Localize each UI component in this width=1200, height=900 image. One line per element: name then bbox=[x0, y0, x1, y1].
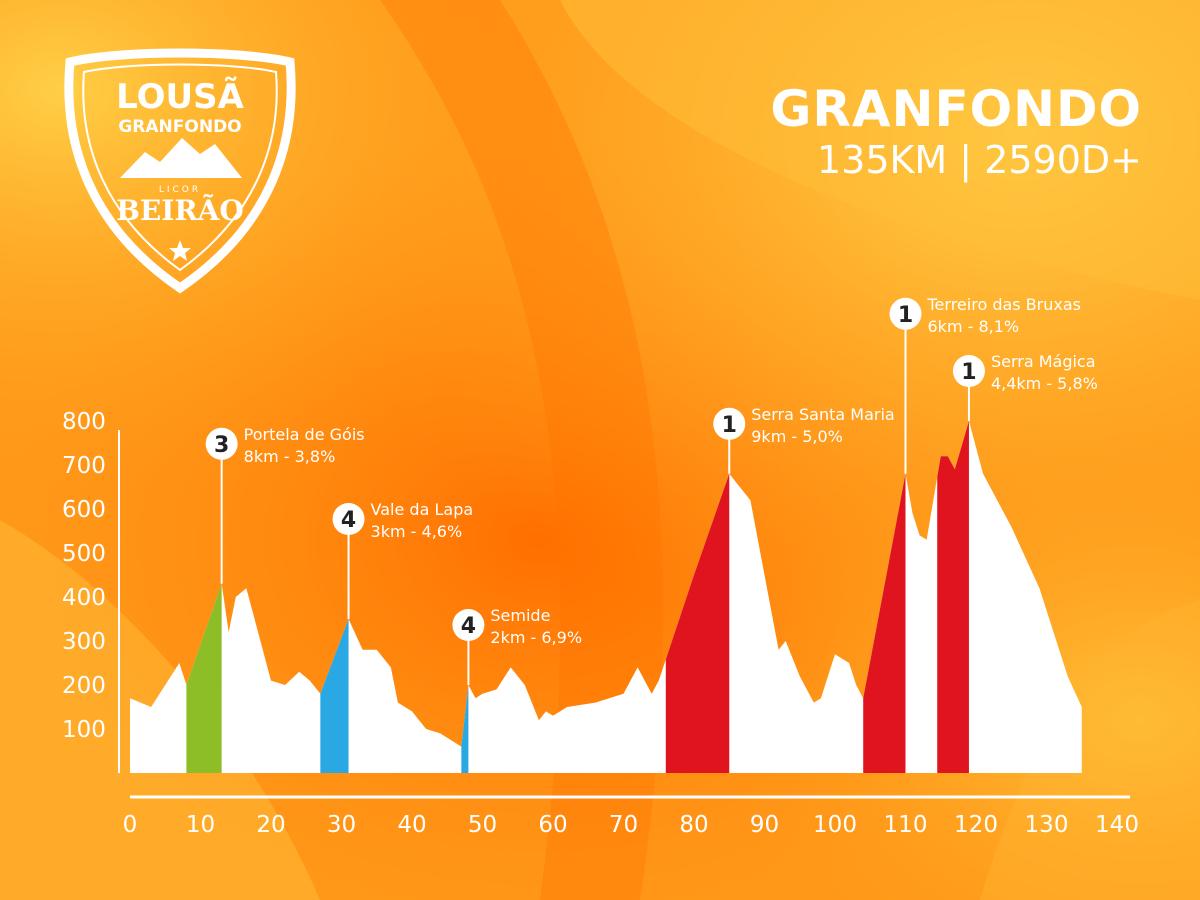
climb-stats: 2km - 6,9% bbox=[490, 628, 582, 647]
climb-fill bbox=[665, 473, 730, 773]
x-tick-label: 120 bbox=[954, 812, 998, 838]
logo-line4: BEIRÃO bbox=[116, 194, 244, 227]
climb-category-number: 1 bbox=[898, 303, 913, 328]
climb-stats: 8km - 3,8% bbox=[244, 447, 336, 466]
climb-category-badge bbox=[952, 355, 985, 387]
x-tick-label: 100 bbox=[813, 812, 857, 838]
climb-fill bbox=[937, 421, 969, 773]
profile-layer bbox=[130, 421, 1082, 773]
climb-name: Terreiro das Bruxas bbox=[927, 295, 1082, 314]
y-tick-label: 400 bbox=[62, 585, 106, 611]
climb-stats: 4,4km - 5,8% bbox=[991, 374, 1098, 393]
climb-fill bbox=[320, 619, 349, 773]
climb-name: Semide bbox=[490, 606, 550, 625]
logo-line2: GRANFONDO bbox=[118, 117, 241, 137]
climb-name: Portela de Góis bbox=[244, 425, 365, 444]
climb-stats: 3km - 4,6% bbox=[371, 522, 463, 541]
y-axis: 800 700 600 500 400 300 200 100 bbox=[62, 409, 120, 773]
y-tick-label: 600 bbox=[62, 497, 106, 523]
climb-name: Serra Mágica bbox=[991, 352, 1096, 371]
x-tick-label: 40 bbox=[397, 812, 426, 838]
climb-category-badge bbox=[332, 503, 365, 535]
x-tick-label: 20 bbox=[256, 812, 285, 838]
climb-fill bbox=[863, 473, 906, 773]
climb-category-badge bbox=[452, 609, 485, 641]
x-tick-label: 50 bbox=[468, 812, 497, 838]
y-tick-label: 500 bbox=[62, 541, 106, 567]
x-tick-label: 130 bbox=[1025, 812, 1069, 838]
page-subtitle: 135KM | 2590D+ bbox=[816, 138, 1142, 182]
climb-category-number: 4 bbox=[461, 614, 476, 639]
climb-category-number: 3 bbox=[214, 433, 229, 458]
x-tick-label: 10 bbox=[186, 812, 215, 838]
x-axis: 0 10 20 30 40 50 60 70 80 90 100 110 120 130 140 bbox=[123, 795, 1139, 838]
x-tick-label: 60 bbox=[538, 812, 567, 838]
climb-fill bbox=[461, 685, 469, 773]
title-block: GRANFONDO 135KM | 2590D+ bbox=[770, 80, 1142, 182]
y-tick-label: 300 bbox=[62, 629, 106, 655]
star-icon bbox=[169, 240, 191, 261]
climb-category-number: 4 bbox=[341, 508, 356, 533]
climb-category-badge bbox=[889, 297, 922, 330]
climb-category-number: 1 bbox=[722, 413, 737, 438]
x-tick-label: 90 bbox=[750, 812, 779, 838]
climb-labels: 3 Portela de Góis 8km - 3,8% 4 Vale da Lapa 3… bbox=[205, 295, 1098, 685]
y-tick-label: 100 bbox=[62, 717, 106, 743]
x-tick-label: 110 bbox=[884, 812, 928, 838]
x-tick-label: 80 bbox=[679, 812, 708, 838]
climb-category-badge bbox=[713, 407, 746, 440]
x-tick-label: 70 bbox=[609, 812, 638, 838]
climb-fill bbox=[186, 583, 222, 773]
climb-category-number: 1 bbox=[961, 360, 976, 385]
y-tick-label: 200 bbox=[62, 673, 106, 699]
mountains-icon bbox=[120, 138, 242, 178]
x-tick-label: 30 bbox=[327, 812, 356, 838]
x-tick-label: 0 bbox=[123, 812, 138, 838]
lousa-granfondo-logo: LOUSÃ GRANFONDO LICOR BEIRÃO bbox=[64, 48, 296, 294]
climb-category-badge bbox=[205, 427, 238, 460]
climb-name: Vale da Lapa bbox=[371, 500, 474, 519]
x-tick-label: 140 bbox=[1095, 812, 1139, 838]
climb-stats: 9km - 5,0% bbox=[751, 427, 843, 446]
climb-name: Serra Santa Maria bbox=[751, 405, 894, 424]
logo-line3: LICOR bbox=[159, 185, 201, 195]
page-title: GRANFONDO bbox=[770, 80, 1142, 138]
logo-line1: LOUSÃ bbox=[116, 76, 244, 117]
y-tick-label: 800 bbox=[62, 409, 106, 435]
elevation-profile-area bbox=[130, 421, 1082, 773]
y-tick-label: 700 bbox=[62, 453, 106, 479]
climb-stats: 6km - 8,1% bbox=[928, 317, 1020, 336]
